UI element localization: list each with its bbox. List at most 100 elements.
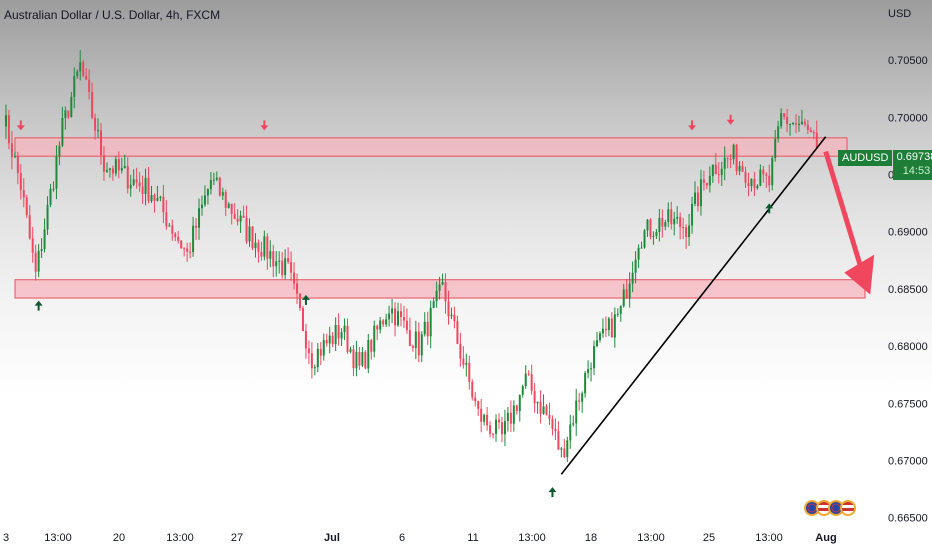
candle-body: [236, 218, 239, 222]
candle-body: [717, 174, 720, 176]
candle-body: [560, 448, 563, 450]
candle-body: [408, 330, 411, 346]
candle-body: [379, 320, 382, 330]
candle-body: [610, 318, 613, 338]
candle-body: [598, 333, 601, 341]
candle-body: [548, 414, 551, 419]
candle-body: [94, 117, 97, 131]
candle-body: [49, 188, 52, 205]
x-tick-label: 25: [703, 532, 715, 544]
candle-body: [468, 363, 471, 382]
candle-body: [714, 164, 717, 175]
last-price-badge: 0.69738 14:53: [893, 150, 932, 180]
candle-body: [334, 325, 337, 345]
candle-body: [815, 132, 818, 148]
candle-body: [711, 164, 714, 177]
x-tick-label: 18: [585, 532, 597, 544]
currency-label: USD: [888, 8, 912, 20]
x-tick-label: 13:00: [166, 532, 194, 544]
candle-body: [132, 179, 135, 185]
candle-body: [423, 321, 426, 335]
price-badge: AUDUSD 0.69738 14:53: [838, 150, 932, 180]
candle-body: [649, 219, 652, 237]
candle-body: [607, 318, 610, 331]
candle-body: [670, 209, 673, 225]
candle-body: [206, 189, 209, 196]
economic-events[interactable]: [804, 500, 856, 516]
candle-body: [637, 247, 640, 260]
candle-body: [376, 325, 379, 330]
candle-body: [310, 353, 313, 369]
candle-body: [19, 173, 22, 191]
candle-body: [420, 334, 423, 356]
candle-body: [284, 258, 287, 276]
candle-body: [263, 236, 266, 257]
projection-arrow-head: [844, 254, 875, 295]
candle-body: [417, 331, 420, 356]
candle-body: [114, 159, 117, 174]
candle-body: [337, 325, 340, 339]
candle-body: [616, 313, 619, 315]
candle-body: [738, 165, 741, 172]
candle-body: [708, 176, 711, 186]
candle-body: [67, 110, 70, 118]
candle-body: [91, 91, 94, 118]
candle-body: [572, 423, 575, 425]
candle-body: [774, 138, 777, 159]
candle-body: [441, 282, 444, 285]
candle-body: [792, 123, 795, 125]
candle-body: [212, 179, 215, 181]
candle-body: [809, 129, 812, 133]
up-arrow-icon: [34, 300, 43, 311]
symbol-badge: AUDUSD: [838, 150, 893, 166]
candle-body: [477, 401, 480, 409]
candle-body: [100, 130, 103, 156]
candle-body: [257, 242, 260, 252]
x-tick-label: Aug: [815, 532, 836, 544]
candle-body: [174, 233, 177, 237]
candle-body: [747, 182, 750, 186]
candle-body: [34, 252, 37, 272]
candle-body: [233, 213, 236, 219]
candle-body: [177, 236, 180, 241]
candle-body: [658, 217, 661, 233]
down-arrow-icon: [726, 114, 735, 125]
candle-body: [587, 369, 590, 373]
y-tick-label: 0.67500: [888, 398, 928, 410]
up-arrow-icon: [765, 203, 774, 214]
candle-body: [536, 401, 539, 404]
y-tick-label: 0.67000: [888, 456, 928, 468]
candle-body: [221, 192, 224, 196]
candle-body: [198, 208, 201, 228]
candle-body: [269, 251, 272, 259]
candle-body: [797, 124, 800, 126]
candle-body: [691, 203, 694, 226]
candle-body: [278, 260, 281, 262]
candle-body: [307, 348, 310, 354]
candle-body: [741, 165, 744, 172]
candle-body: [803, 121, 806, 125]
candle-body: [495, 419, 498, 434]
candle-body: [325, 340, 328, 344]
candle-body: [735, 144, 738, 172]
candle-body: [685, 227, 688, 237]
candle-body: [304, 331, 307, 349]
candle-body: [55, 156, 58, 189]
candle-body: [524, 373, 527, 387]
candle-body: [316, 348, 319, 368]
flag-us-icon[interactable]: [840, 500, 856, 516]
candle-body: [604, 328, 607, 331]
y-tick-label: 0.68000: [888, 341, 928, 353]
candle-body: [780, 113, 783, 127]
candle-body: [702, 179, 705, 183]
candle-body: [85, 75, 88, 80]
candle-body: [215, 177, 218, 180]
candle-body: [165, 212, 168, 227]
candle-body: [391, 308, 394, 314]
candle-body: [812, 132, 815, 134]
candle-body: [411, 345, 414, 348]
candle-body: [79, 62, 82, 72]
